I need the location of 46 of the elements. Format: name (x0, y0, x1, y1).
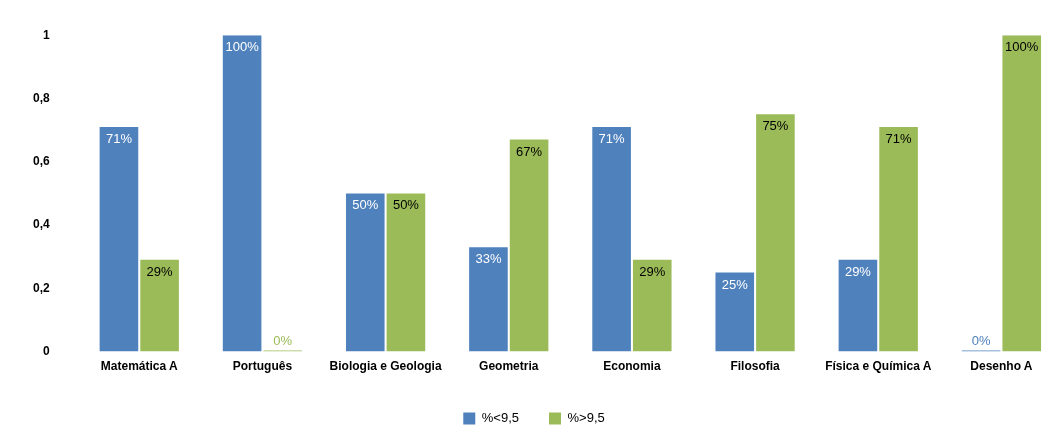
y-tick-label: 1 (42, 27, 50, 42)
bar (509, 139, 549, 352)
y-tick-label: 0 (42, 343, 50, 358)
x-tick-label: Física e Química A (825, 359, 932, 374)
data-label: 33% (475, 251, 502, 267)
bar (386, 193, 426, 352)
x-tick-label: Geometria (479, 359, 539, 374)
bar (469, 247, 508, 352)
bar (838, 259, 878, 352)
y-tick-label: 0,2 (32, 280, 50, 295)
data-label: 67% (516, 143, 543, 159)
x-tick-label: Biologia e Geologia (329, 359, 442, 374)
data-label: 50% (352, 197, 379, 213)
data-label: 100% (1005, 39, 1039, 55)
x-tick-label: Português (232, 359, 293, 374)
data-label: 50% (392, 197, 420, 213)
x-tick-label: Economia (603, 359, 661, 374)
data-label: 71% (598, 131, 626, 147)
legend-label: %>9,5 (567, 410, 605, 426)
x-tick-label: Matemática A (100, 359, 179, 374)
bar (592, 126, 631, 352)
bar (756, 114, 795, 352)
data-label: 0% (273, 332, 293, 348)
x-tick-label: Filosofia (730, 359, 781, 374)
data-label: 71% (885, 131, 913, 147)
data-label: 29% (146, 263, 174, 279)
x-tick-label: Desenho A (970, 359, 1033, 374)
data-label: 75% (762, 118, 789, 134)
bar (99, 126, 139, 352)
bar (222, 35, 262, 352)
bar (1002, 35, 1042, 352)
bar (345, 193, 385, 352)
data-label: 71% (105, 131, 133, 147)
bar (140, 259, 179, 352)
bar (715, 272, 755, 352)
data-label: 29% (639, 263, 666, 279)
legend-label: %<9,5 (481, 410, 520, 426)
bar (879, 126, 918, 352)
data-label: 29% (844, 263, 872, 279)
data-label: 0% (971, 332, 991, 348)
bar (632, 259, 672, 352)
data-label: 25% (721, 276, 749, 292)
y-tick-label: 0,4 (32, 217, 50, 232)
data-label: 100% (225, 39, 260, 55)
y-tick-label: 0,8 (32, 90, 50, 105)
y-tick-label: 0,6 (32, 154, 50, 169)
